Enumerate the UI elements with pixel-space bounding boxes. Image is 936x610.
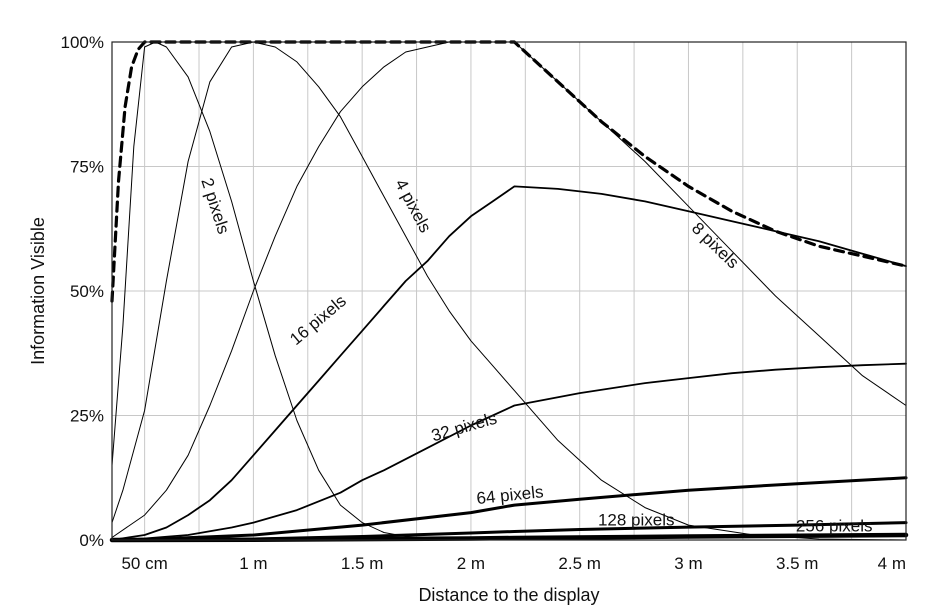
y-tick-label: 0% <box>79 531 104 550</box>
curve-label-128-pixels: 128 pixels <box>598 511 675 530</box>
curve-label-2-pixels: 2 pixels <box>197 176 233 237</box>
series-8-pixels-line <box>111 41 907 538</box>
series-4-pixels-line <box>111 41 907 541</box>
x-tick-label: 2.5 m <box>558 554 601 573</box>
x-tick-label: 2 m <box>457 554 485 573</box>
y-axis-ticks: 0% 25% 50% 75% 100% <box>61 33 104 550</box>
x-tick-label: 4 m <box>878 554 906 573</box>
x-tick-label: 1 m <box>239 554 267 573</box>
y-tick-label: 100% <box>61 33 104 52</box>
y-tick-label: 50% <box>70 282 104 301</box>
x-tick-label: 1.5 m <box>341 554 384 573</box>
x-axis-ticks: 50 cm 1 m 1.5 m 2 m 2.5 m 3 m 3.5 m 4 m <box>121 554 906 573</box>
series-32-pixels-line <box>111 362 907 541</box>
grid <box>112 42 906 540</box>
curve-label-4-pixels: 4 pixels <box>391 176 435 236</box>
x-tick-label: 3.5 m <box>776 554 819 573</box>
curve-label-8-pixels: 8 pixels <box>688 219 743 273</box>
curve-label-16-pixels: 16 pixels <box>286 291 350 349</box>
x-tick-label: 50 cm <box>121 554 167 573</box>
y-tick-label: 25% <box>70 407 104 426</box>
y-tick-label: 75% <box>70 158 104 177</box>
plot-frame <box>111 41 907 541</box>
series-envelope-dashed-line <box>110 40 908 303</box>
curve-label-256-pixels: 256 pixels <box>796 517 873 536</box>
x-tick-label: 3 m <box>674 554 702 573</box>
curve-label-32-pixels: 32 pixels <box>429 409 499 446</box>
series-64-pixels-line <box>110 476 908 542</box>
series-16-pixels-line <box>111 185 907 541</box>
x-axis-title: Distance to the display <box>418 585 599 605</box>
y-axis-title: Information Visible <box>28 217 48 365</box>
